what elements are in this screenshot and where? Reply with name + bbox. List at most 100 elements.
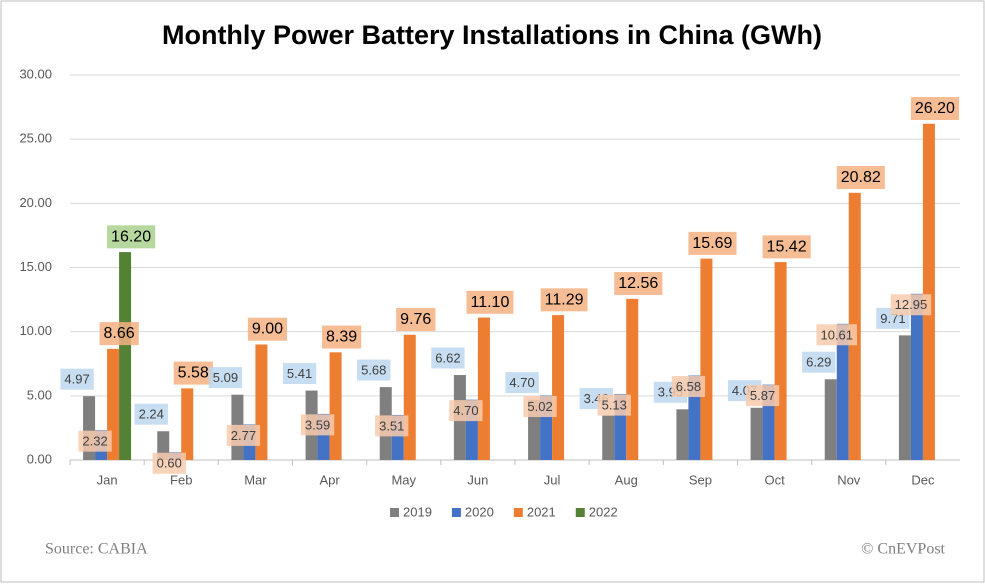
bar (750, 407, 763, 460)
value-label: 12.56 (618, 275, 658, 292)
value-label: 16.20 (111, 228, 151, 245)
bar (552, 315, 565, 460)
value-label: 5.09 (213, 370, 238, 385)
value-label: 9.76 (400, 311, 431, 328)
value-label: 11.10 (470, 294, 509, 311)
y-tick-label: 15.00 (19, 259, 52, 274)
value-label: 20.82 (841, 169, 881, 186)
x-tick-label: Sep (689, 472, 712, 487)
legend-label: 2020 (465, 504, 494, 519)
value-label-box (671, 375, 706, 397)
y-tick-label: 30.00 (19, 66, 52, 81)
source: Source: CABIA (45, 541, 148, 558)
value-label-box (910, 96, 960, 121)
legend-swatch (513, 508, 523, 517)
value-label-box (152, 452, 186, 474)
value-label: 2.32 (82, 434, 107, 449)
value-label: 10.61 (820, 327, 853, 342)
value-label: 9.00 (252, 321, 283, 338)
x-tick-label: Dec (911, 472, 935, 487)
credit: © CnEVPost (861, 541, 945, 558)
x-tick-label: Feb (170, 472, 192, 487)
value-label: 12.95 (895, 297, 928, 312)
bar (602, 415, 615, 460)
value-label-box (134, 403, 168, 425)
value-label: 4.70 (509, 375, 534, 390)
value-label-box (357, 359, 391, 381)
value-label-box (745, 385, 780, 407)
bar (774, 262, 787, 460)
value-label: 5.68 (361, 363, 386, 378)
value-label: 4.97 (64, 372, 89, 387)
value-label: 0.60 (157, 456, 182, 471)
bar (626, 298, 639, 460)
x-tick-label: Apr (319, 472, 340, 487)
value-label-box (597, 394, 631, 416)
value-label-box (523, 396, 557, 418)
bar (922, 123, 935, 461)
bar (119, 252, 132, 460)
value-label: 26.20 (915, 100, 955, 117)
legend-swatch (575, 508, 585, 517)
x-tick-label: Jun (467, 472, 488, 487)
value-label-box (300, 414, 335, 436)
value-label: 4.70 (453, 403, 478, 418)
value-label-box (60, 368, 94, 390)
value-label-box (836, 166, 885, 190)
value-label-box (688, 231, 737, 255)
value-label-box (890, 294, 932, 316)
value-label: 3.51 (379, 418, 404, 433)
value-label-box (99, 322, 139, 346)
bar (824, 379, 837, 460)
y-tick-label: 10.00 (19, 323, 52, 338)
legend-label: 2021 (527, 504, 556, 519)
x-tick-label: May (391, 472, 416, 487)
y-tick-label: 20.00 (19, 195, 52, 210)
value-label: 5.41 (287, 366, 312, 381)
value-label: 2.24 (139, 407, 164, 422)
value-label: 8.39 (326, 329, 357, 346)
bar (910, 293, 923, 460)
bar (898, 335, 911, 460)
y-tick-label: 5.00 (27, 387, 52, 402)
value-label-box (396, 307, 436, 331)
value-label-box (208, 367, 243, 389)
value-label-box (614, 272, 663, 296)
value-label-box (247, 317, 288, 341)
bar (700, 258, 713, 460)
value-label: 3.59 (305, 417, 330, 432)
value-label-box (762, 235, 811, 259)
value-label: 5.58 (178, 365, 209, 382)
x-tick-label: Aug (615, 472, 638, 487)
bar (181, 388, 194, 460)
value-label: 5.87 (750, 388, 775, 403)
bar (836, 323, 849, 460)
value-label-box (816, 324, 858, 346)
value-label-box (375, 415, 409, 437)
bar (403, 334, 416, 460)
value-label: 5.13 (602, 398, 627, 413)
value-label: 6.58 (676, 379, 701, 394)
bar (477, 317, 490, 460)
value-label-box (449, 400, 483, 422)
value-label: 11.29 (545, 291, 584, 308)
chart-title: Monthly Power Battery Installations in C… (162, 20, 822, 50)
value-label-box (466, 290, 514, 314)
legend-swatch (390, 508, 399, 517)
x-tick-label: Oct (764, 472, 785, 487)
x-tick-label: Jul (544, 472, 561, 487)
value-label-box (505, 372, 539, 394)
value-label: 8.66 (104, 325, 135, 342)
value-label: 2.77 (231, 428, 256, 443)
value-label-box (78, 430, 112, 452)
value-label: 15.69 (692, 235, 732, 252)
value-label-box (173, 361, 213, 385)
bar (676, 409, 689, 460)
value-label-box (226, 424, 261, 446)
value-label: 15.42 (767, 238, 807, 255)
value-label-box (107, 225, 156, 249)
value-label: 6.62 (435, 350, 460, 365)
value-label-box (802, 351, 836, 373)
x-tick-label: Jan (97, 472, 118, 487)
